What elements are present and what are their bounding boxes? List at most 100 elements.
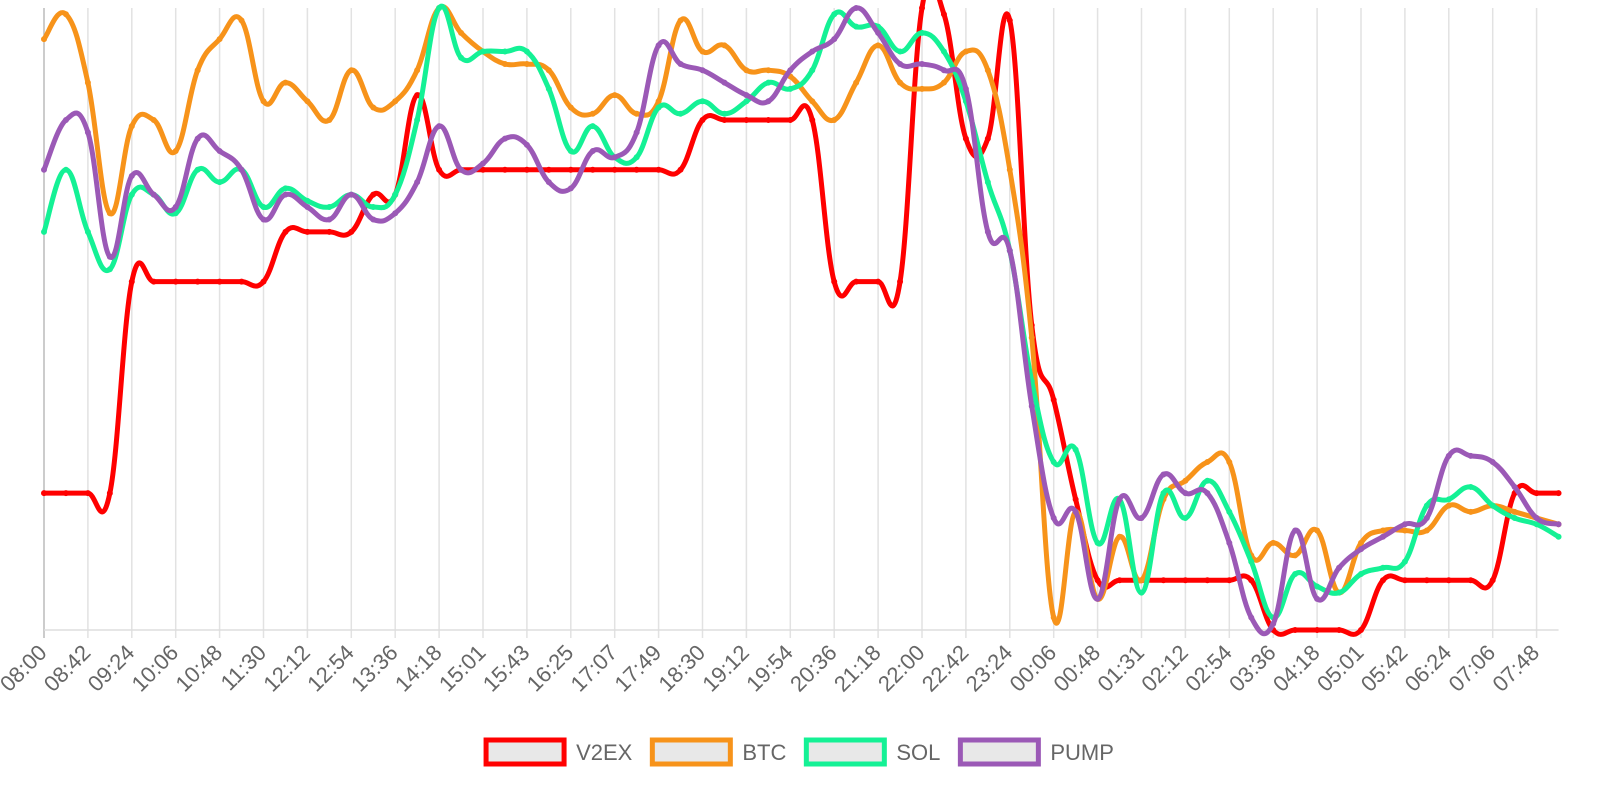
x-tick-label: 22:42: [917, 640, 974, 697]
data-point: [304, 197, 311, 204]
x-tick-label: 02:54: [1180, 640, 1237, 697]
data-point: [699, 67, 706, 74]
data-point: [436, 123, 443, 130]
data-point: [787, 67, 794, 74]
data-point: [370, 191, 377, 198]
x-tick-label: 05:01: [1312, 640, 1369, 697]
data-point: [984, 228, 991, 235]
data-point: [1006, 166, 1013, 173]
data-point: [743, 116, 750, 123]
data-point: [282, 185, 289, 192]
data-point: [1182, 490, 1189, 497]
x-tick-label: 11:30: [216, 640, 271, 695]
data-point: [1379, 533, 1386, 540]
data-point: [545, 166, 552, 173]
data-point: [128, 123, 135, 130]
data-point: [567, 185, 574, 192]
data-point: [1226, 539, 1233, 546]
data-point: [743, 92, 750, 99]
data-point: [1204, 490, 1211, 497]
data-point: [721, 116, 728, 123]
data-point: [589, 166, 596, 173]
data-point: [1226, 508, 1233, 515]
series-line: [44, 0, 1559, 637]
data-point: [1555, 490, 1562, 497]
data-point: [1006, 247, 1013, 254]
data-point: [984, 67, 991, 74]
data-point: [458, 29, 465, 36]
data-point: [304, 204, 311, 211]
data-point: [1204, 459, 1211, 466]
data-point: [501, 166, 508, 173]
data-point: [238, 278, 245, 285]
x-tick-label: 10:48: [171, 640, 228, 697]
x-tick-label: 19:12: [697, 640, 754, 697]
data-point: [699, 116, 706, 123]
data-point: [523, 166, 530, 173]
data-point: [106, 210, 113, 217]
data-point: [1467, 508, 1474, 515]
data-point: [150, 191, 157, 198]
data-point: [62, 116, 69, 123]
data-point: [721, 110, 728, 117]
data-point: [1160, 490, 1167, 497]
x-tick-label: 17:07: [566, 640, 623, 697]
data-point: [897, 278, 904, 285]
data-point: [962, 48, 969, 55]
data-point: [1336, 627, 1343, 633]
data-point: [1489, 502, 1496, 509]
data-point: [1401, 558, 1408, 565]
data-point: [1160, 471, 1167, 478]
data-point: [106, 490, 113, 497]
data-point: [238, 166, 245, 173]
data-point: [480, 48, 486, 55]
data-point: [1533, 515, 1540, 522]
x-tick-label: 20:36: [785, 640, 842, 697]
data-point: [436, 5, 443, 11]
data-point: [414, 179, 421, 186]
data-point: [1555, 521, 1562, 528]
data-point: [809, 48, 816, 55]
series-line: [41, 4, 1560, 626]
data-point: [1292, 627, 1299, 633]
data-point: [1292, 571, 1299, 578]
data-point: [1050, 515, 1057, 522]
data-point: [41, 166, 47, 173]
data-point: [523, 48, 530, 55]
data-point: [984, 135, 991, 142]
x-tick-label: 22:00: [873, 640, 930, 697]
data-point: [84, 490, 91, 497]
data-point: [1379, 527, 1386, 534]
data-point: [831, 36, 838, 43]
x-tick-label: 01:31: [1092, 640, 1149, 697]
data-point: [326, 116, 333, 123]
data-point: [962, 135, 969, 142]
data-point: [392, 98, 399, 105]
data-point: [545, 85, 552, 92]
data-point: [1094, 577, 1101, 584]
data-point: [1445, 452, 1452, 459]
data-point: [1533, 521, 1540, 528]
data-point: [611, 154, 618, 161]
data-point: [875, 29, 882, 36]
data-point: [1182, 515, 1189, 522]
data-point: [1072, 446, 1079, 453]
data-point: [414, 67, 421, 74]
data-point: [1138, 577, 1145, 584]
data-point: [172, 148, 179, 155]
data-point: [523, 141, 530, 148]
legend-item: PUMP: [957, 737, 1114, 767]
data-point: [216, 148, 223, 155]
legend-label: BTC: [742, 740, 786, 765]
data-point: [1467, 577, 1474, 584]
data-point: [1138, 515, 1145, 522]
data-point: [84, 79, 91, 86]
x-tick-label: 02:12: [1136, 640, 1193, 697]
data-point: [919, 5, 925, 11]
data-point: [436, 166, 443, 173]
data-point: [1379, 564, 1386, 571]
data-point: [1160, 577, 1167, 584]
data-point: [1248, 614, 1255, 621]
data-point: [1050, 396, 1057, 403]
x-tick-label: 00:06: [1005, 640, 1062, 697]
